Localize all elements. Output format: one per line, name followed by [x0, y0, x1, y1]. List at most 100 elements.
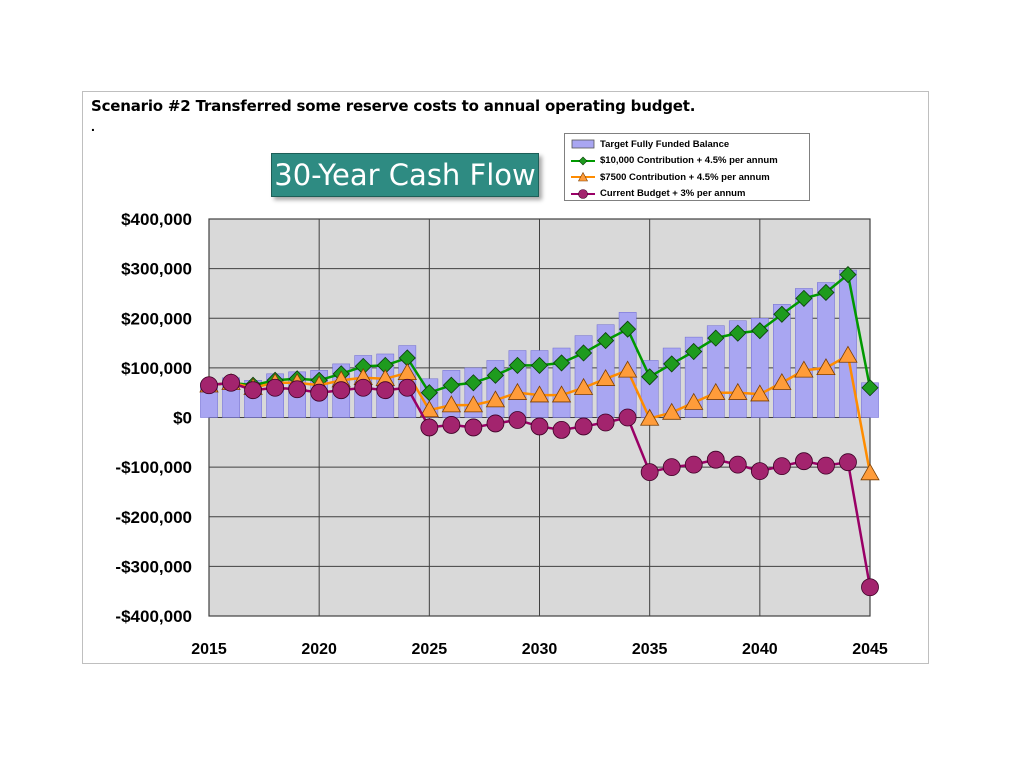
- legend-circle-icon: [571, 188, 595, 199]
- y-tick-label: $400,000: [121, 210, 192, 229]
- point: [860, 463, 880, 481]
- point: [728, 455, 747, 474]
- point: [772, 457, 791, 476]
- point: [200, 376, 218, 395]
- series-triangle: [199, 345, 880, 481]
- point: [419, 400, 440, 418]
- point: [685, 342, 703, 361]
- point: [861, 379, 879, 397]
- point: [575, 344, 593, 362]
- point: [332, 381, 351, 400]
- legend-item-7500: $7500 Contribution + 4.5% per annum: [569, 169, 809, 186]
- point: [617, 360, 638, 378]
- point: [530, 417, 549, 436]
- point: [354, 378, 373, 397]
- legend-item-target: Target Fully Funded Balance: [569, 136, 809, 153]
- point: [684, 455, 703, 474]
- point: [838, 345, 858, 363]
- point: [618, 408, 637, 427]
- point: [839, 266, 857, 284]
- point: [750, 384, 770, 402]
- point: [640, 463, 659, 481]
- point: [222, 373, 240, 392]
- x-tick-label: 2020: [301, 641, 337, 658]
- legend-label: $7500 Contribution + 4.5% per annum: [600, 171, 770, 183]
- point: [795, 289, 813, 307]
- point: [706, 450, 725, 469]
- point: [573, 377, 594, 395]
- point: [750, 462, 769, 480]
- point: [861, 578, 879, 597]
- point: [684, 392, 704, 410]
- y-tick-label: -$300,000: [115, 557, 192, 576]
- point: [639, 408, 660, 426]
- point: [641, 368, 659, 386]
- x-axis-labels: 2015 2020 2025 2030 2035 2040 2045: [191, 641, 888, 658]
- heading-dot: .: [91, 118, 95, 134]
- x-tick-label: 2030: [522, 641, 558, 658]
- chart-title: 30-Year Cash Flow: [271, 153, 539, 197]
- point: [662, 458, 681, 477]
- point: [794, 360, 814, 378]
- point: [596, 413, 615, 432]
- point: [816, 358, 836, 376]
- legend-diamond-icon: [571, 156, 595, 166]
- x-tick-label: 2015: [191, 641, 227, 658]
- point: [464, 374, 482, 392]
- point: [552, 354, 571, 372]
- point: [420, 418, 439, 437]
- point: [574, 417, 593, 436]
- point: [707, 329, 725, 347]
- bar: [684, 336, 703, 418]
- point: [817, 283, 835, 302]
- line-series: [199, 266, 880, 597]
- bar: [839, 269, 857, 418]
- series-circle: [200, 373, 879, 597]
- point: [442, 416, 461, 434]
- y-tick-label: $100,000: [121, 359, 192, 378]
- x-tick-label: 2040: [742, 641, 778, 658]
- point: [795, 452, 813, 471]
- y-tick-label: -$100,000: [115, 458, 192, 477]
- point: [441, 395, 462, 413]
- point: [507, 382, 528, 400]
- scenario-heading: Scenario #2 Transferred some reserve cos…: [91, 97, 696, 115]
- legend-item-10000: $10,000 Contribution + 4.5% per annum: [569, 153, 809, 170]
- point: [551, 385, 572, 403]
- point: [376, 381, 395, 400]
- point: [442, 376, 460, 394]
- point: [663, 355, 681, 373]
- x-tick-label: 2025: [412, 641, 448, 658]
- point: [508, 411, 527, 429]
- y-tick-label: -$400,000: [115, 607, 192, 626]
- legend-label: $10,000 Contribution + 4.5% per annum: [600, 155, 778, 167]
- point: [662, 402, 682, 420]
- point: [773, 305, 791, 323]
- point: [464, 418, 483, 437]
- point: [266, 378, 285, 397]
- point: [597, 332, 615, 350]
- point: [552, 421, 571, 439]
- y-tick-label: -$200,000: [115, 508, 192, 527]
- point: [751, 322, 769, 340]
- point: [817, 456, 835, 475]
- y-tick-label: $300,000: [121, 260, 192, 279]
- point: [729, 324, 747, 342]
- legend-label: Target Fully Funded Balance: [600, 138, 730, 150]
- point: [486, 414, 505, 433]
- point: [839, 453, 857, 472]
- y-tick-label: $200,000: [121, 309, 192, 328]
- x-tick-label: 2035: [632, 641, 668, 658]
- legend-item-current: Current Budget + 3% per annum: [569, 186, 809, 203]
- point: [288, 380, 307, 399]
- point: [463, 395, 484, 413]
- y-axis-labels: $400,000 $300,000 $200,000 $100,000 $0 -$100,…: [115, 210, 192, 626]
- point: [508, 356, 527, 374]
- legend: Target Fully Funded Balance $10,000 Cont…: [564, 133, 810, 201]
- x-tick-label: 2045: [852, 641, 888, 658]
- point: [619, 320, 637, 338]
- point: [728, 382, 748, 400]
- point: [706, 382, 726, 400]
- y-tick-label: $0: [173, 409, 192, 428]
